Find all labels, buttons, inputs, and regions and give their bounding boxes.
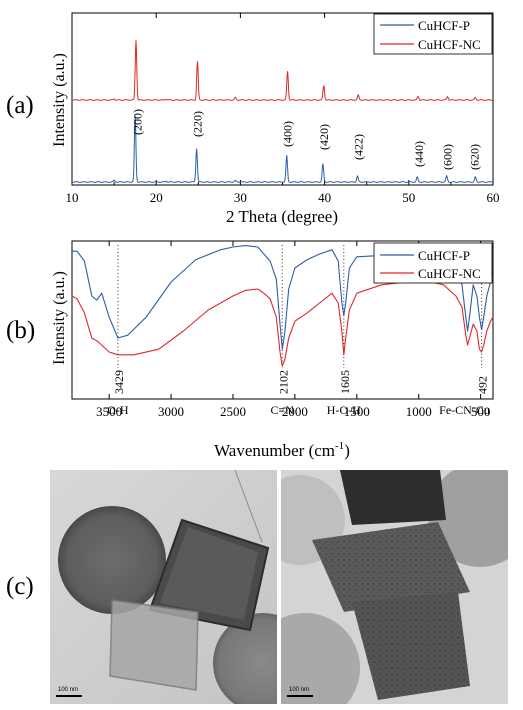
ftir-group-label: H-O-H xyxy=(327,403,361,417)
tem-image-right: 100 nm xyxy=(281,470,508,704)
tem-right-sphere-bottomleft xyxy=(281,613,360,704)
ftir-x-tick-label: 500 xyxy=(471,404,491,419)
xrd-chart: 10 20 30 40 50 60 (200) (220) (400) (420) (422) (4… xyxy=(51,12,500,226)
xrd-peak-label: (440) xyxy=(412,141,426,167)
xrd-legend-box xyxy=(373,13,493,55)
ftir-x-tick-label: 1000 xyxy=(406,404,432,419)
ftir-group-label: C≡N xyxy=(271,403,295,417)
xrd-x-tick-label: 30 xyxy=(234,190,247,205)
xrd-peak-label: (420) xyxy=(317,124,331,150)
tem-right-sphere-topright xyxy=(428,470,508,567)
xrd-x-tick-label: 10 xyxy=(66,190,79,205)
xrd-peak-label: (200) xyxy=(131,109,145,135)
ftir-peak-label: 1605 xyxy=(338,370,352,394)
xrd-peak-label: (400) xyxy=(281,121,295,147)
xrd-x-tick-label: 40 xyxy=(318,190,331,205)
xrd-peak-label: (600) xyxy=(441,144,455,170)
xrd-series-cuhcf-p xyxy=(71,115,493,183)
tem-right-cube-top xyxy=(340,470,446,525)
ftir-x-tick-label: 3000 xyxy=(158,404,184,419)
ftir-chart: 3500 3000 2500 2000 1500 1000 500 3429 2102 1605… xyxy=(51,240,494,460)
ftir-x-axis-title-end: ) xyxy=(344,441,350,460)
ftir-peak-label: 3429 xyxy=(112,370,126,394)
panel-label-c: (c) xyxy=(6,573,34,600)
ftir-x-tick-label: 3500 xyxy=(96,404,122,419)
ftir-x-tick-label: 2000 xyxy=(282,404,308,419)
ftir-group-label: Fe-CN-Cu xyxy=(439,403,490,417)
tem-right-scale-bar xyxy=(287,695,313,697)
xrd-series-cuhcf-nc xyxy=(71,40,493,101)
xrd-x-tick-label: 20 xyxy=(150,190,163,205)
ftir-legend-label-nc: CuHCF-NC xyxy=(418,266,481,281)
ftir-x-axis-title-sup: -1 xyxy=(335,440,344,452)
ftir-group-label: O-H xyxy=(107,403,129,417)
tem-right-cube-bottom-texture xyxy=(352,592,470,700)
ftir-x-axis-title: Wavenumber (cm-1) xyxy=(214,440,350,460)
ftir-y-axis-title: Intensity (a.u.) xyxy=(51,271,68,365)
ftir-frame xyxy=(71,240,494,400)
xrd-x-tick-label: 50 xyxy=(402,190,415,205)
panel-label-a: (a) xyxy=(6,92,34,119)
xrd-x-axis-title: 2 Theta (degree) xyxy=(226,207,338,226)
ftir-series-cuhcf-nc xyxy=(71,281,494,367)
tem-left-cube-faint xyxy=(109,599,199,691)
xrd-legend-label-p: CuHCF-P xyxy=(418,18,470,33)
tem-left-cube-face xyxy=(160,527,258,620)
tem-left-film-edge xyxy=(234,470,263,543)
ftir-legend-label-p: CuHCF-P xyxy=(418,248,470,263)
ftir-x-axis-title-main: Wavenumber (cm xyxy=(214,441,335,460)
xrd-x-tick-label: 60 xyxy=(487,190,500,205)
ftir-peak-label: 2102 xyxy=(276,370,290,394)
xrd-peak-label: (620) xyxy=(467,144,481,170)
ftir-series-cuhcf-p xyxy=(72,245,494,350)
tem-left-scale-bar xyxy=(56,695,82,697)
panel-label-b: (b) xyxy=(6,317,35,344)
tem-left-sphere-top xyxy=(58,506,166,614)
ftir-peak-label: 492 xyxy=(476,376,490,394)
xrd-legend: CuHCF-P CuHCF-NC xyxy=(373,13,493,55)
tem-right-cube-middle-texture xyxy=(312,522,470,612)
ftir-legend-box xyxy=(373,242,493,284)
tem-right-scale-label: 100 nm xyxy=(289,687,309,693)
xrd-peak-label: (220) xyxy=(190,111,204,137)
tem-left-scale-label: 100 nm xyxy=(58,687,78,693)
ftir-x-tick-label: 1500 xyxy=(344,404,370,419)
xrd-peak-label: (422) xyxy=(351,134,365,160)
ftir-x-tick-label: 2500 xyxy=(220,404,246,419)
ftir-legend: CuHCF-P CuHCF-NC xyxy=(373,242,493,284)
tem-image-left: 100 nm xyxy=(50,470,277,704)
tem-left-sphere-bottom xyxy=(213,613,277,704)
xrd-legend-label-nc: CuHCF-NC xyxy=(418,37,481,52)
xrd-y-axis-title: Intensity (a.u.) xyxy=(51,53,68,147)
